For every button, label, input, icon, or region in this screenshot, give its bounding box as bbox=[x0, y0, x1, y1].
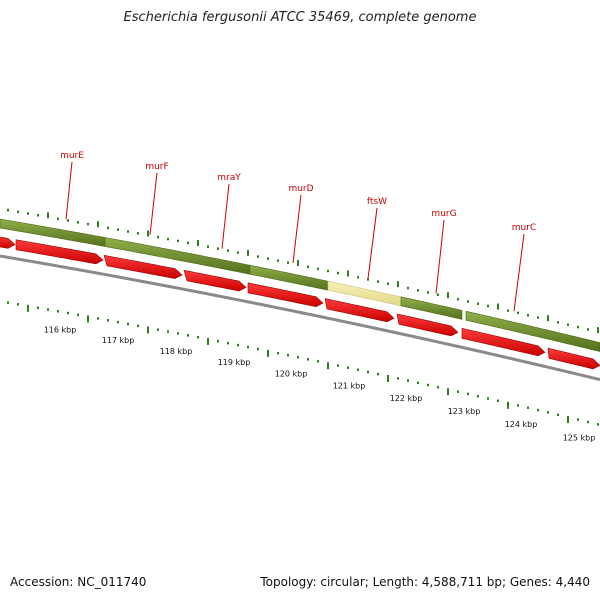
gene-label[interactable]: murE bbox=[60, 151, 84, 161]
genome-summary-text: Topology: circular; Length: 4,588,711 bp… bbox=[260, 575, 590, 589]
gene-leader-line bbox=[367, 207, 378, 279]
gene-leader-line bbox=[149, 172, 158, 235]
gene-band-segment[interactable] bbox=[400, 296, 463, 320]
cds-arrow[interactable] bbox=[247, 282, 324, 308]
cds-arrow[interactable] bbox=[103, 254, 183, 279]
outer-tick-ring bbox=[7, 208, 599, 334]
gene-leader-line bbox=[65, 161, 73, 220]
backbone-line bbox=[0, 254, 600, 382]
accession-text: Accession: NC_011740 bbox=[10, 575, 147, 589]
kbp-label: 122 kbp bbox=[390, 394, 423, 403]
kbp-label: 116 kbp bbox=[44, 325, 77, 334]
gene-label[interactable]: murG bbox=[431, 209, 456, 219]
gene-label[interactable]: mraY bbox=[217, 173, 241, 183]
kbp-label-layer: 116 kbp 117 kbp 118 kbp 119 kbp 120 kbp 121 k… bbox=[44, 325, 596, 442]
cds-arrow[interactable] bbox=[183, 269, 247, 292]
gene-leader-line bbox=[435, 219, 445, 294]
gene-band-track bbox=[0, 218, 600, 352]
kbp-label: 123 kbp bbox=[448, 407, 481, 416]
cds-arrow[interactable] bbox=[547, 347, 600, 370]
kbp-label: 124 kbp bbox=[505, 420, 538, 429]
cds-arrow[interactable] bbox=[0, 235, 16, 249]
kbp-label: 119 kbp bbox=[218, 358, 251, 367]
gene-leader-line bbox=[513, 233, 525, 312]
kbp-label: 121 kbp bbox=[333, 382, 366, 391]
inner-tick-ring bbox=[7, 301, 599, 426]
backbone-track bbox=[0, 254, 600, 382]
cds-arrow[interactable] bbox=[324, 298, 395, 323]
kbp-label: 120 kbp bbox=[275, 370, 308, 379]
gene-label-layer: murE murF mraY murD ftsW murG murC bbox=[60, 151, 536, 312]
gene-leader-line bbox=[221, 183, 230, 249]
kbp-label: 118 kbp bbox=[160, 347, 193, 356]
cds-arrow[interactable] bbox=[15, 239, 104, 265]
kbp-label: 125 kbp bbox=[563, 434, 596, 443]
gene-label[interactable]: murF bbox=[145, 162, 168, 172]
gene-label[interactable]: murD bbox=[288, 184, 313, 194]
cds-arrow[interactable] bbox=[396, 313, 459, 337]
gene-band-segment[interactable] bbox=[465, 310, 600, 352]
cds-arrow[interactable] bbox=[461, 327, 546, 357]
gene-label[interactable]: murC bbox=[512, 223, 536, 233]
cds-track bbox=[0, 235, 600, 370]
gene-leader-line bbox=[292, 194, 302, 264]
kbp-label: 117 kbp bbox=[102, 336, 135, 345]
gene-label[interactable]: ftsW bbox=[367, 197, 387, 207]
map-title: Escherichia fergusonii ATCC 35469, compl… bbox=[123, 10, 477, 25]
